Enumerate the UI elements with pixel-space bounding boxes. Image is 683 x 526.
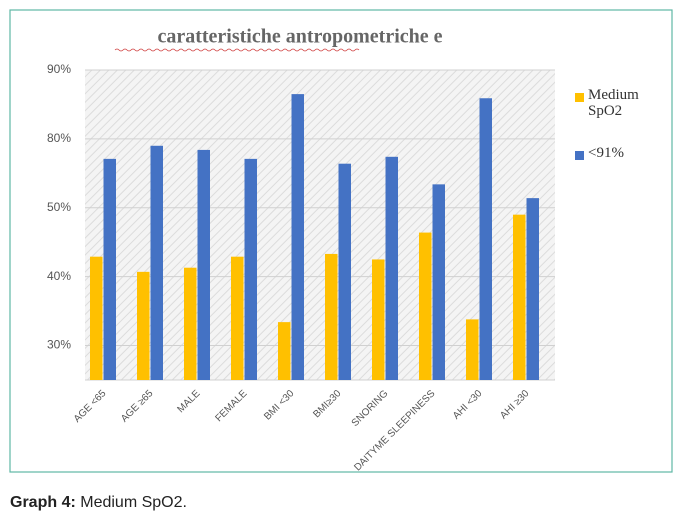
y-tick-label: 90% (47, 62, 71, 76)
bar (244, 158, 257, 380)
bar (231, 256, 244, 380)
y-tick-label: 30% (47, 338, 71, 352)
spellcheck-underline (114, 48, 360, 52)
legend-label: <91% (588, 145, 624, 161)
caption: Graph 4: Medium SpO2. (10, 494, 187, 512)
x-tick-label: AHI <30 (451, 388, 485, 422)
bar (372, 259, 385, 380)
y-tick-label: 50% (47, 200, 71, 214)
bar (278, 322, 291, 380)
x-tick-label: MALE (175, 388, 202, 415)
y-tick-label: 40% (47, 269, 71, 283)
x-tick-label: AHI ≥30 (498, 388, 532, 422)
frame (9, 9, 673, 473)
legend-swatch (575, 151, 584, 160)
x-tick-label: DAITYME SLEEPINESS (352, 388, 437, 473)
bar (419, 232, 432, 380)
legend-swatch (575, 93, 584, 102)
bar (197, 149, 210, 380)
y-tick-label: 80% (47, 131, 71, 145)
bar (526, 198, 539, 380)
x-tick-label: AGE ≥65 (119, 388, 156, 425)
legend-entry: <91% (588, 145, 624, 161)
x-tick-label: SNORING (350, 388, 391, 429)
chart-title: caratteristiche antropometriche e (157, 26, 442, 48)
bar (338, 163, 351, 380)
bar (291, 94, 304, 380)
bar (479, 98, 492, 380)
bar (137, 271, 150, 380)
bar (325, 253, 338, 380)
caption-label: Graph 4: (10, 494, 76, 511)
bar (432, 184, 445, 380)
x-tick-label: FEMALE (213, 388, 249, 424)
bar (103, 158, 116, 380)
x-tick-label: BMI <30 (262, 388, 297, 423)
bar (513, 214, 526, 380)
x-tick-label: AGE <65 (72, 388, 109, 425)
bar (466, 319, 479, 380)
bar (90, 256, 103, 380)
legend-label: Medium SpO2 (588, 87, 639, 119)
bar (385, 156, 398, 380)
x-tick-label: BMI≥30 (311, 388, 343, 420)
bar (184, 267, 197, 380)
legend-entry: Medium SpO2 (588, 87, 639, 119)
bar (150, 145, 163, 380)
caption-text: Medium SpO2. (75, 494, 187, 511)
